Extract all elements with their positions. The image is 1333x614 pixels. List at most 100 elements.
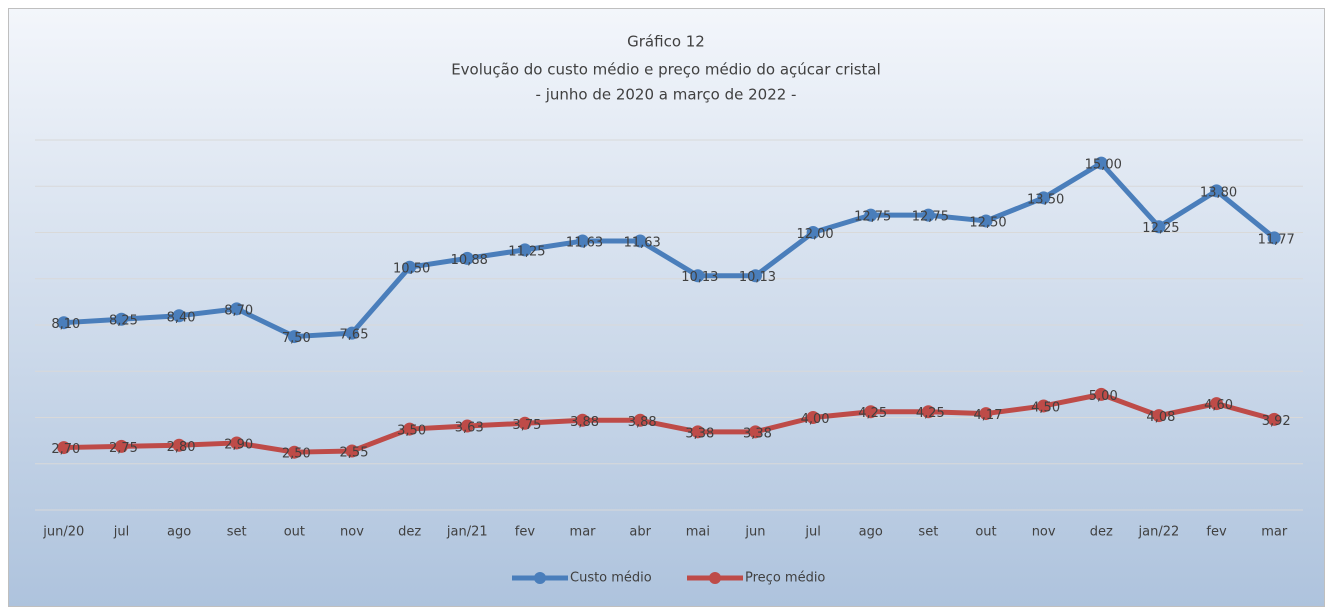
- data-point: [979, 407, 993, 421]
- data-label: 12,00: [796, 227, 833, 242]
- data-point: [1152, 220, 1166, 234]
- data-point: [518, 416, 532, 430]
- data-point: [287, 445, 301, 459]
- x-tick-label: jan/22: [1138, 525, 1180, 540]
- chart-subtitle: Evolução do custo médio e preço médio do…: [451, 61, 881, 79]
- x-tick-label: nov: [340, 525, 364, 540]
- data-label: 8,70: [224, 303, 253, 318]
- data-label: 4,60: [1204, 398, 1233, 413]
- data-label: 11,77: [1258, 232, 1295, 247]
- data-label: 3,88: [570, 415, 599, 430]
- series-line: [63, 391, 1275, 455]
- data-label: 3,38: [685, 426, 714, 441]
- x-tick-label: nov: [1032, 525, 1056, 540]
- data-label: 10,88: [451, 253, 488, 268]
- chart-title: Gráfico 12: [627, 33, 705, 51]
- data-label: 10,13: [739, 270, 776, 285]
- x-tick-label: jan/21: [446, 525, 488, 540]
- data-point: [633, 234, 647, 248]
- data-point: [403, 260, 417, 274]
- x-tick-label: mar: [1261, 525, 1288, 540]
- data-label: 5,00: [1089, 389, 1118, 404]
- legend-label: Preço médio: [745, 571, 825, 586]
- data-point: [114, 312, 128, 326]
- data-point: [1037, 191, 1051, 205]
- data-label: 13,50: [1027, 192, 1064, 207]
- data-point: [691, 425, 705, 439]
- data-point: [691, 269, 705, 283]
- data-label: 4,25: [858, 406, 887, 421]
- legend-marker: [709, 572, 721, 584]
- x-tick-label: mai: [686, 525, 710, 540]
- data-label: 2,90: [224, 437, 253, 452]
- data-point: [1210, 397, 1224, 411]
- data-label: 13,80: [1200, 185, 1237, 200]
- data-point: [806, 411, 820, 424]
- legend-label: Custo médio: [570, 571, 652, 586]
- x-tick-label: fev: [1206, 525, 1227, 540]
- data-label: 4,08: [1146, 410, 1175, 425]
- data-point: [576, 413, 590, 427]
- data-label: 12,25: [1142, 221, 1179, 236]
- data-label: 12,75: [912, 210, 949, 225]
- data-point: [287, 330, 301, 344]
- data-label: 11,25: [508, 244, 545, 259]
- data-point: [1152, 409, 1166, 423]
- data-label: 7,50: [282, 331, 311, 346]
- data-label: 3,63: [455, 421, 484, 436]
- x-tick-label: dez: [1090, 525, 1113, 540]
- data-point: [864, 208, 878, 222]
- data-label: 15,00: [1085, 158, 1122, 173]
- data-label: 11,63: [624, 236, 661, 251]
- data-label: 8,10: [51, 317, 80, 332]
- data-point: [1267, 412, 1281, 426]
- x-tick-label: jun/20: [42, 525, 84, 540]
- data-point: [921, 405, 935, 419]
- x-tick-label: set: [918, 525, 938, 540]
- data-point: [114, 439, 128, 453]
- x-tick-label: out: [284, 525, 305, 540]
- data-point: [57, 316, 71, 330]
- data-point: [1094, 387, 1108, 401]
- x-tick-label: jun: [744, 525, 765, 540]
- x-tick-label: ago: [859, 525, 883, 540]
- data-label: 3,92: [1262, 414, 1291, 429]
- data-point: [518, 243, 532, 257]
- data-label: 7,65: [340, 328, 369, 343]
- data-label: 4,50: [1031, 400, 1060, 415]
- data-label: 8,40: [167, 310, 196, 325]
- data-label: 12,75: [854, 210, 891, 225]
- data-point: [1210, 184, 1224, 198]
- data-label: 8,25: [109, 314, 138, 329]
- data-label: 3,88: [628, 415, 657, 430]
- x-tick-label: jul: [113, 525, 129, 540]
- data-label: 3,50: [397, 424, 426, 439]
- data-label: 2,50: [282, 447, 311, 462]
- data-label: 3,38: [743, 426, 772, 441]
- x-tick-label: mar: [570, 525, 597, 540]
- data-point: [806, 226, 820, 239]
- data-point: [921, 208, 935, 222]
- x-tick-label: dez: [398, 525, 421, 540]
- series-line: [63, 160, 1276, 340]
- data-label: 4,00: [801, 412, 830, 427]
- x-tick-label: out: [975, 525, 996, 540]
- data-point: [460, 251, 474, 265]
- data-label: 11,63: [566, 236, 603, 251]
- data-point: [172, 309, 186, 323]
- data-point: [1267, 231, 1281, 245]
- data-point: [57, 441, 71, 455]
- x-tick-label: abr: [629, 525, 651, 540]
- data-label: 4,25: [916, 406, 945, 421]
- data-point: [172, 438, 186, 452]
- data-label: 2,70: [51, 442, 80, 457]
- data-point: [748, 269, 762, 283]
- data-point: [633, 413, 647, 427]
- x-tick-label: jul: [804, 525, 820, 540]
- data-point: [1094, 156, 1108, 170]
- data-point: [230, 302, 244, 316]
- data-point: [1037, 399, 1051, 413]
- data-point: [403, 422, 417, 436]
- data-label: 10,13: [681, 270, 718, 285]
